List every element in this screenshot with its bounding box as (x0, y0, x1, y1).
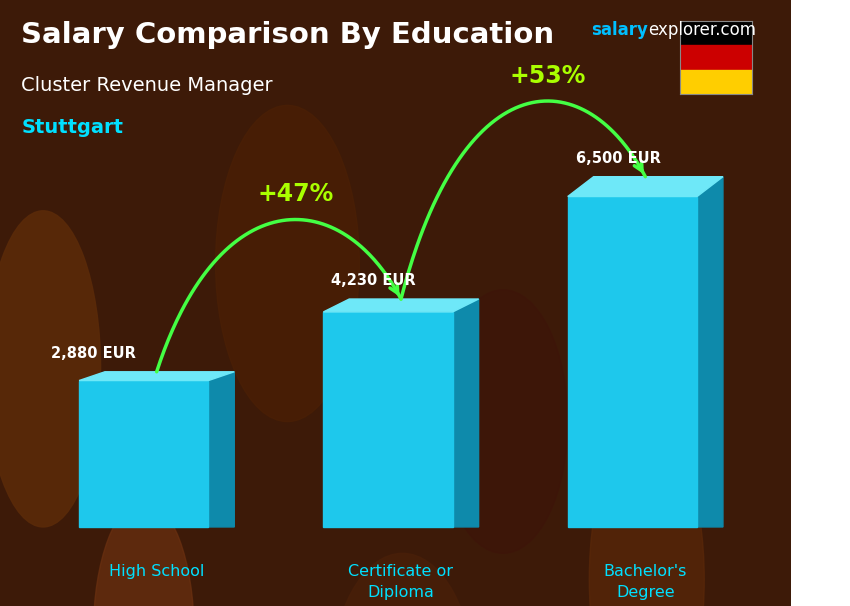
Bar (680, 70, 752, 94)
Text: High School: High School (109, 564, 204, 579)
Polygon shape (79, 371, 235, 381)
Text: +53%: +53% (509, 64, 586, 88)
Ellipse shape (331, 553, 474, 606)
Polygon shape (697, 177, 723, 527)
Ellipse shape (0, 211, 100, 527)
Text: salary: salary (591, 21, 648, 39)
Polygon shape (208, 371, 235, 527)
Bar (323, 312, 453, 527)
Text: 2,880 EUR: 2,880 EUR (51, 346, 136, 361)
Ellipse shape (216, 105, 360, 422)
Bar (79, 381, 208, 527)
Ellipse shape (439, 290, 568, 553)
Ellipse shape (94, 501, 194, 606)
Text: +47%: +47% (258, 182, 334, 207)
Text: explorer.com: explorer.com (649, 21, 756, 39)
Text: Bachelor's
Degree: Bachelor's Degree (604, 564, 687, 600)
Bar (680, 21, 752, 45)
Polygon shape (323, 299, 479, 312)
Ellipse shape (589, 422, 705, 606)
Text: Salary Comparison By Education: Salary Comparison By Education (21, 21, 554, 49)
Text: 6,500 EUR: 6,500 EUR (575, 151, 660, 166)
Polygon shape (453, 299, 479, 527)
Bar (568, 196, 697, 527)
Text: Cluster Revenue Manager: Cluster Revenue Manager (21, 76, 273, 95)
Text: Average Monthly Salary: Average Monthly Salary (813, 305, 827, 446)
Ellipse shape (553, 105, 654, 316)
Text: 4,230 EUR: 4,230 EUR (332, 273, 416, 288)
Polygon shape (568, 177, 723, 196)
Text: Stuttgart: Stuttgart (21, 118, 123, 137)
Text: Certificate or
Diploma: Certificate or Diploma (348, 564, 454, 600)
Bar (680, 45, 752, 70)
